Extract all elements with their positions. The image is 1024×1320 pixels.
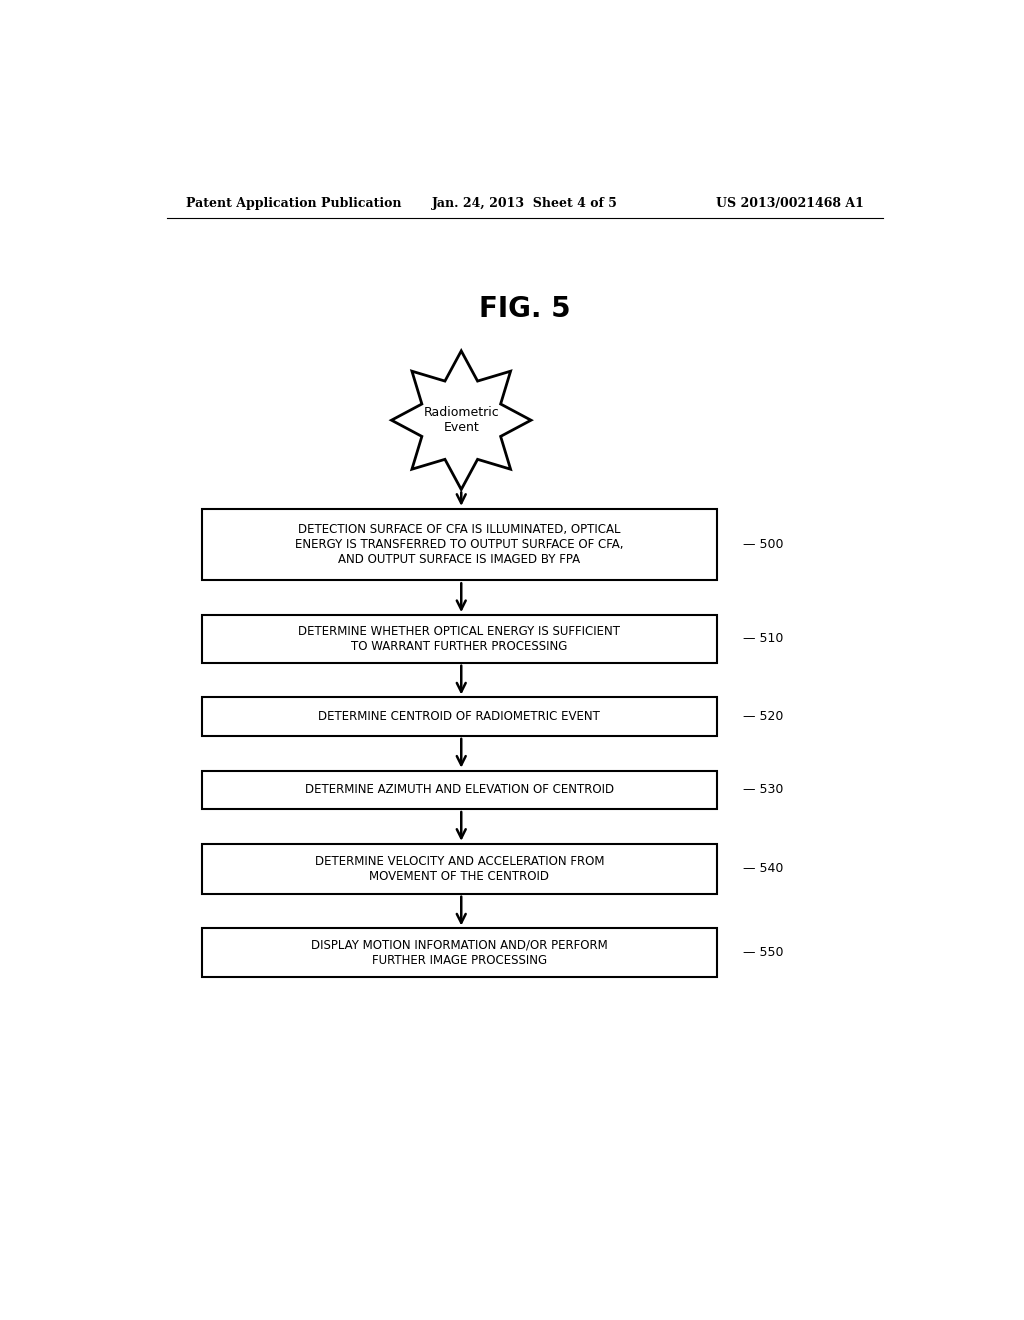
Text: — 540: — 540: [742, 862, 783, 875]
Text: DETERMINE AZIMUTH AND ELEVATION OF CENTROID: DETERMINE AZIMUTH AND ELEVATION OF CENTR…: [305, 783, 613, 796]
Text: Patent Application Publication: Patent Application Publication: [186, 197, 401, 210]
Text: Radiometric
Event: Radiometric Event: [423, 407, 499, 434]
Text: — 530: — 530: [742, 783, 783, 796]
FancyBboxPatch shape: [202, 771, 717, 809]
FancyBboxPatch shape: [202, 615, 717, 663]
Text: DETERMINE CENTROID OF RADIOMETRIC EVENT: DETERMINE CENTROID OF RADIOMETRIC EVENT: [318, 710, 600, 723]
Text: — 550: — 550: [742, 946, 783, 960]
Text: DETERMINE VELOCITY AND ACCELERATION FROM
MOVEMENT OF THE CENTROID: DETERMINE VELOCITY AND ACCELERATION FROM…: [314, 855, 604, 883]
FancyBboxPatch shape: [202, 843, 717, 894]
Text: DETERMINE WHETHER OPTICAL ENERGY IS SUFFICIENT
TO WARRANT FURTHER PROCESSING: DETERMINE WHETHER OPTICAL ENERGY IS SUFF…: [298, 624, 621, 653]
Text: — 500: — 500: [742, 539, 783, 550]
Text: Jan. 24, 2013  Sheet 4 of 5: Jan. 24, 2013 Sheet 4 of 5: [432, 197, 617, 210]
Text: DISPLAY MOTION INFORMATION AND/OR PERFORM
FURTHER IMAGE PROCESSING: DISPLAY MOTION INFORMATION AND/OR PERFOR…: [311, 939, 607, 966]
Text: US 2013/0021468 A1: US 2013/0021468 A1: [717, 197, 864, 210]
FancyBboxPatch shape: [202, 928, 717, 977]
Text: — 510: — 510: [742, 632, 783, 645]
FancyBboxPatch shape: [202, 508, 717, 581]
Text: FIG. 5: FIG. 5: [479, 294, 570, 322]
Text: DETECTION SURFACE OF CFA IS ILLUMINATED, OPTICAL
ENERGY IS TRANSFERRED TO OUTPUT: DETECTION SURFACE OF CFA IS ILLUMINATED,…: [295, 523, 624, 566]
FancyBboxPatch shape: [202, 697, 717, 737]
Text: — 520: — 520: [742, 710, 783, 723]
